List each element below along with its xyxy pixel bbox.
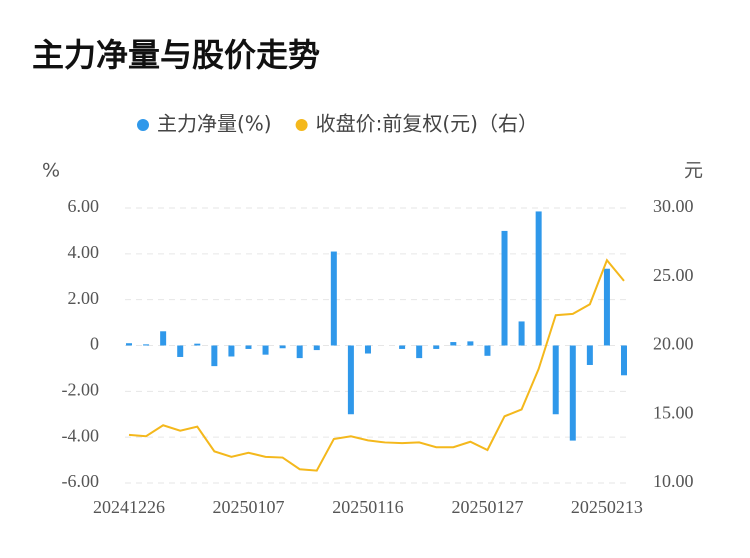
bar bbox=[586, 345, 593, 365]
bar bbox=[364, 345, 371, 354]
bar bbox=[194, 343, 201, 346]
bar bbox=[433, 345, 440, 349]
bar bbox=[467, 341, 474, 346]
y2-tick-label: 25.00 bbox=[653, 265, 694, 285]
legend-marker bbox=[137, 119, 149, 131]
bar bbox=[501, 230, 508, 346]
y-tick-label: 6.00 bbox=[68, 196, 100, 216]
y-tick-label: 0 bbox=[90, 334, 99, 354]
x-tick-label: 20250213 bbox=[571, 497, 643, 517]
y-tick-label: -2.00 bbox=[62, 379, 100, 399]
legend-label: 收盘价:前复权(元)（右） bbox=[316, 112, 538, 136]
bar bbox=[518, 321, 525, 346]
bar bbox=[621, 345, 627, 376]
bar bbox=[603, 268, 610, 346]
bar bbox=[296, 345, 303, 359]
y-tick-label: 2.00 bbox=[68, 288, 100, 308]
bar bbox=[484, 345, 491, 356]
x-tick-label: 20241226 bbox=[93, 497, 165, 517]
y-axis-label: % bbox=[42, 160, 60, 182]
bar bbox=[177, 345, 184, 357]
y-tick-label: -6.00 bbox=[62, 471, 100, 491]
bar bbox=[228, 345, 235, 357]
bar bbox=[416, 345, 423, 359]
y2-tick-label: 10.00 bbox=[653, 471, 694, 491]
bar bbox=[245, 345, 252, 349]
x-tick-label: 20250116 bbox=[332, 497, 403, 517]
bar bbox=[535, 211, 542, 346]
bar bbox=[160, 331, 167, 346]
bar bbox=[330, 251, 337, 346]
legend-label: 主力净量(%) bbox=[157, 112, 272, 136]
bar bbox=[262, 345, 269, 355]
legend-marker bbox=[295, 119, 308, 131]
bar bbox=[552, 345, 559, 415]
x-tick-label: 20250107 bbox=[212, 497, 284, 517]
y2-axis-label: 元 bbox=[684, 160, 703, 182]
bar bbox=[450, 342, 457, 346]
y2-tick-label: 15.00 bbox=[653, 402, 694, 422]
bar bbox=[399, 345, 406, 349]
chart-title: 主力净量与股价走势 bbox=[32, 36, 320, 74]
bar bbox=[279, 345, 286, 349]
y2-tick-label: 20.00 bbox=[653, 334, 694, 354]
bar bbox=[211, 345, 218, 367]
bar bbox=[126, 343, 132, 346]
bar bbox=[569, 345, 576, 441]
y-tick-label: -4.00 bbox=[62, 425, 100, 445]
price-line bbox=[128, 258, 625, 472]
y-tick-label: 4.00 bbox=[68, 242, 100, 262]
bar bbox=[143, 344, 150, 346]
bar bbox=[313, 345, 320, 351]
x-tick-label: 20250127 bbox=[451, 497, 523, 517]
y2-tick-label: 30.00 bbox=[653, 196, 694, 216]
bar bbox=[347, 345, 354, 415]
